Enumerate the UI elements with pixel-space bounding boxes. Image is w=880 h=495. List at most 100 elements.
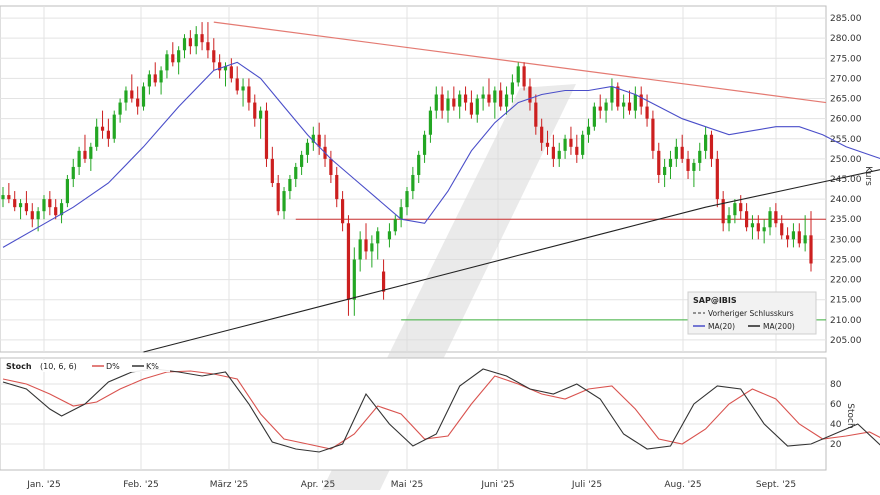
candle-body xyxy=(709,134,714,159)
y-tick-label: 275.00 xyxy=(830,54,862,64)
candle-body xyxy=(30,211,34,220)
candle-body xyxy=(95,126,99,147)
x-axis: Jan. '25 Feb. '25 März '25 Apr. '25 Mai '25 J… xyxy=(26,480,796,490)
candle-body xyxy=(7,195,11,200)
candle-body xyxy=(774,211,778,224)
candle-body xyxy=(528,86,532,103)
candle-body xyxy=(288,179,292,192)
candle-body xyxy=(475,98,479,115)
candle-body xyxy=(223,66,228,71)
candle-body xyxy=(364,239,368,252)
candle-body xyxy=(739,203,743,212)
resistance-trendline xyxy=(213,21,827,104)
y-tick-label: 255.00 xyxy=(830,135,862,145)
y-tick-label: 280.00 xyxy=(830,34,862,44)
candle-body xyxy=(721,199,725,224)
candle-body xyxy=(300,154,304,167)
candle-body xyxy=(604,102,608,111)
candle-body xyxy=(335,174,339,200)
candle-body xyxy=(581,134,585,155)
candle-body xyxy=(118,102,122,115)
ma20-line xyxy=(2,61,880,248)
candle-body xyxy=(510,82,514,95)
legend: SAP@IBIS Vorheriger Schlusskurs MA(20) MA(2… xyxy=(687,291,817,335)
stoch-legend-entry: K% xyxy=(146,362,159,371)
candle-body xyxy=(493,90,497,103)
y-tick-label: 240.00 xyxy=(830,195,862,205)
candle-body xyxy=(294,166,298,179)
candle-body xyxy=(171,54,175,63)
candle-body xyxy=(727,215,731,224)
y-tick-label: 225.00 xyxy=(830,255,862,265)
candle-body xyxy=(247,86,251,103)
candle-body xyxy=(809,235,813,264)
candle-body xyxy=(417,154,421,175)
candle-body xyxy=(264,110,269,159)
candle-body xyxy=(540,126,544,143)
candle-body xyxy=(18,203,23,208)
candle-body xyxy=(663,166,667,175)
y-tick-label: 205.00 xyxy=(830,336,862,346)
candle-body xyxy=(545,142,550,147)
candle-body xyxy=(686,158,690,171)
legend-entry: Vorheriger Schlusskurs xyxy=(708,309,794,318)
candle-body xyxy=(141,86,146,107)
candle-body xyxy=(522,66,526,87)
candle-body xyxy=(188,38,192,47)
legend-entry: MA(200) xyxy=(763,322,795,331)
candle-body xyxy=(411,174,415,192)
candle-body xyxy=(622,102,626,107)
y-axis-label: Kurs xyxy=(863,166,873,186)
candle-body xyxy=(147,74,151,87)
candle-body xyxy=(569,138,573,147)
candle-body xyxy=(100,126,105,131)
candle-body xyxy=(440,94,444,111)
candle-body xyxy=(499,90,503,107)
y-tick-label: 215.00 xyxy=(830,296,862,306)
candle-body xyxy=(668,158,673,167)
candle-body xyxy=(785,235,790,240)
stoch-legend-entry: D% xyxy=(106,362,120,371)
candle-body xyxy=(253,102,257,119)
candle-body xyxy=(651,118,655,151)
x-tick-label: Feb. '25 xyxy=(123,480,159,490)
candle-body xyxy=(674,146,678,159)
candle-body xyxy=(270,158,274,184)
candle-body xyxy=(657,150,661,175)
candle-body xyxy=(387,231,392,240)
candle-body xyxy=(592,106,596,127)
candle-body xyxy=(130,90,134,99)
candle-body xyxy=(715,158,719,200)
candle-body xyxy=(756,223,760,232)
x-tick-label: Juni '25 xyxy=(480,480,514,490)
candle-body xyxy=(317,134,321,147)
y-tick-label: 245.00 xyxy=(830,175,862,185)
y-tick-label: 40 xyxy=(830,420,842,430)
x-tick-label: Jan. '25 xyxy=(26,480,61,490)
candle-body xyxy=(504,94,509,107)
candle-body xyxy=(680,146,684,159)
candle-body xyxy=(206,42,210,51)
candle-body xyxy=(692,162,696,171)
candle-body xyxy=(159,70,163,83)
legend-title: SAP@IBIS xyxy=(693,296,737,305)
x-tick-label: Apr. '25 xyxy=(301,480,335,490)
candle-body xyxy=(534,102,538,127)
candle-body xyxy=(704,134,708,151)
candle-body xyxy=(762,227,766,232)
y-tick-label: 210.00 xyxy=(830,316,862,326)
candle-body xyxy=(645,106,649,119)
candle-body xyxy=(422,134,427,155)
stochastic-panel: 20 40 60 80 Stoch Stoch (10, 6, 6) D% K% xyxy=(0,357,880,471)
candle-body xyxy=(276,183,280,212)
candle-body xyxy=(241,86,245,91)
candle-body xyxy=(352,259,356,300)
candle-body xyxy=(733,203,737,216)
candle-body xyxy=(83,150,87,159)
candle-body xyxy=(575,146,579,155)
candle-body xyxy=(200,34,204,43)
candle-body xyxy=(182,38,187,51)
candle-body xyxy=(229,66,233,79)
x-tick-label: Mai '25 xyxy=(391,480,424,490)
candle-body xyxy=(803,235,807,244)
